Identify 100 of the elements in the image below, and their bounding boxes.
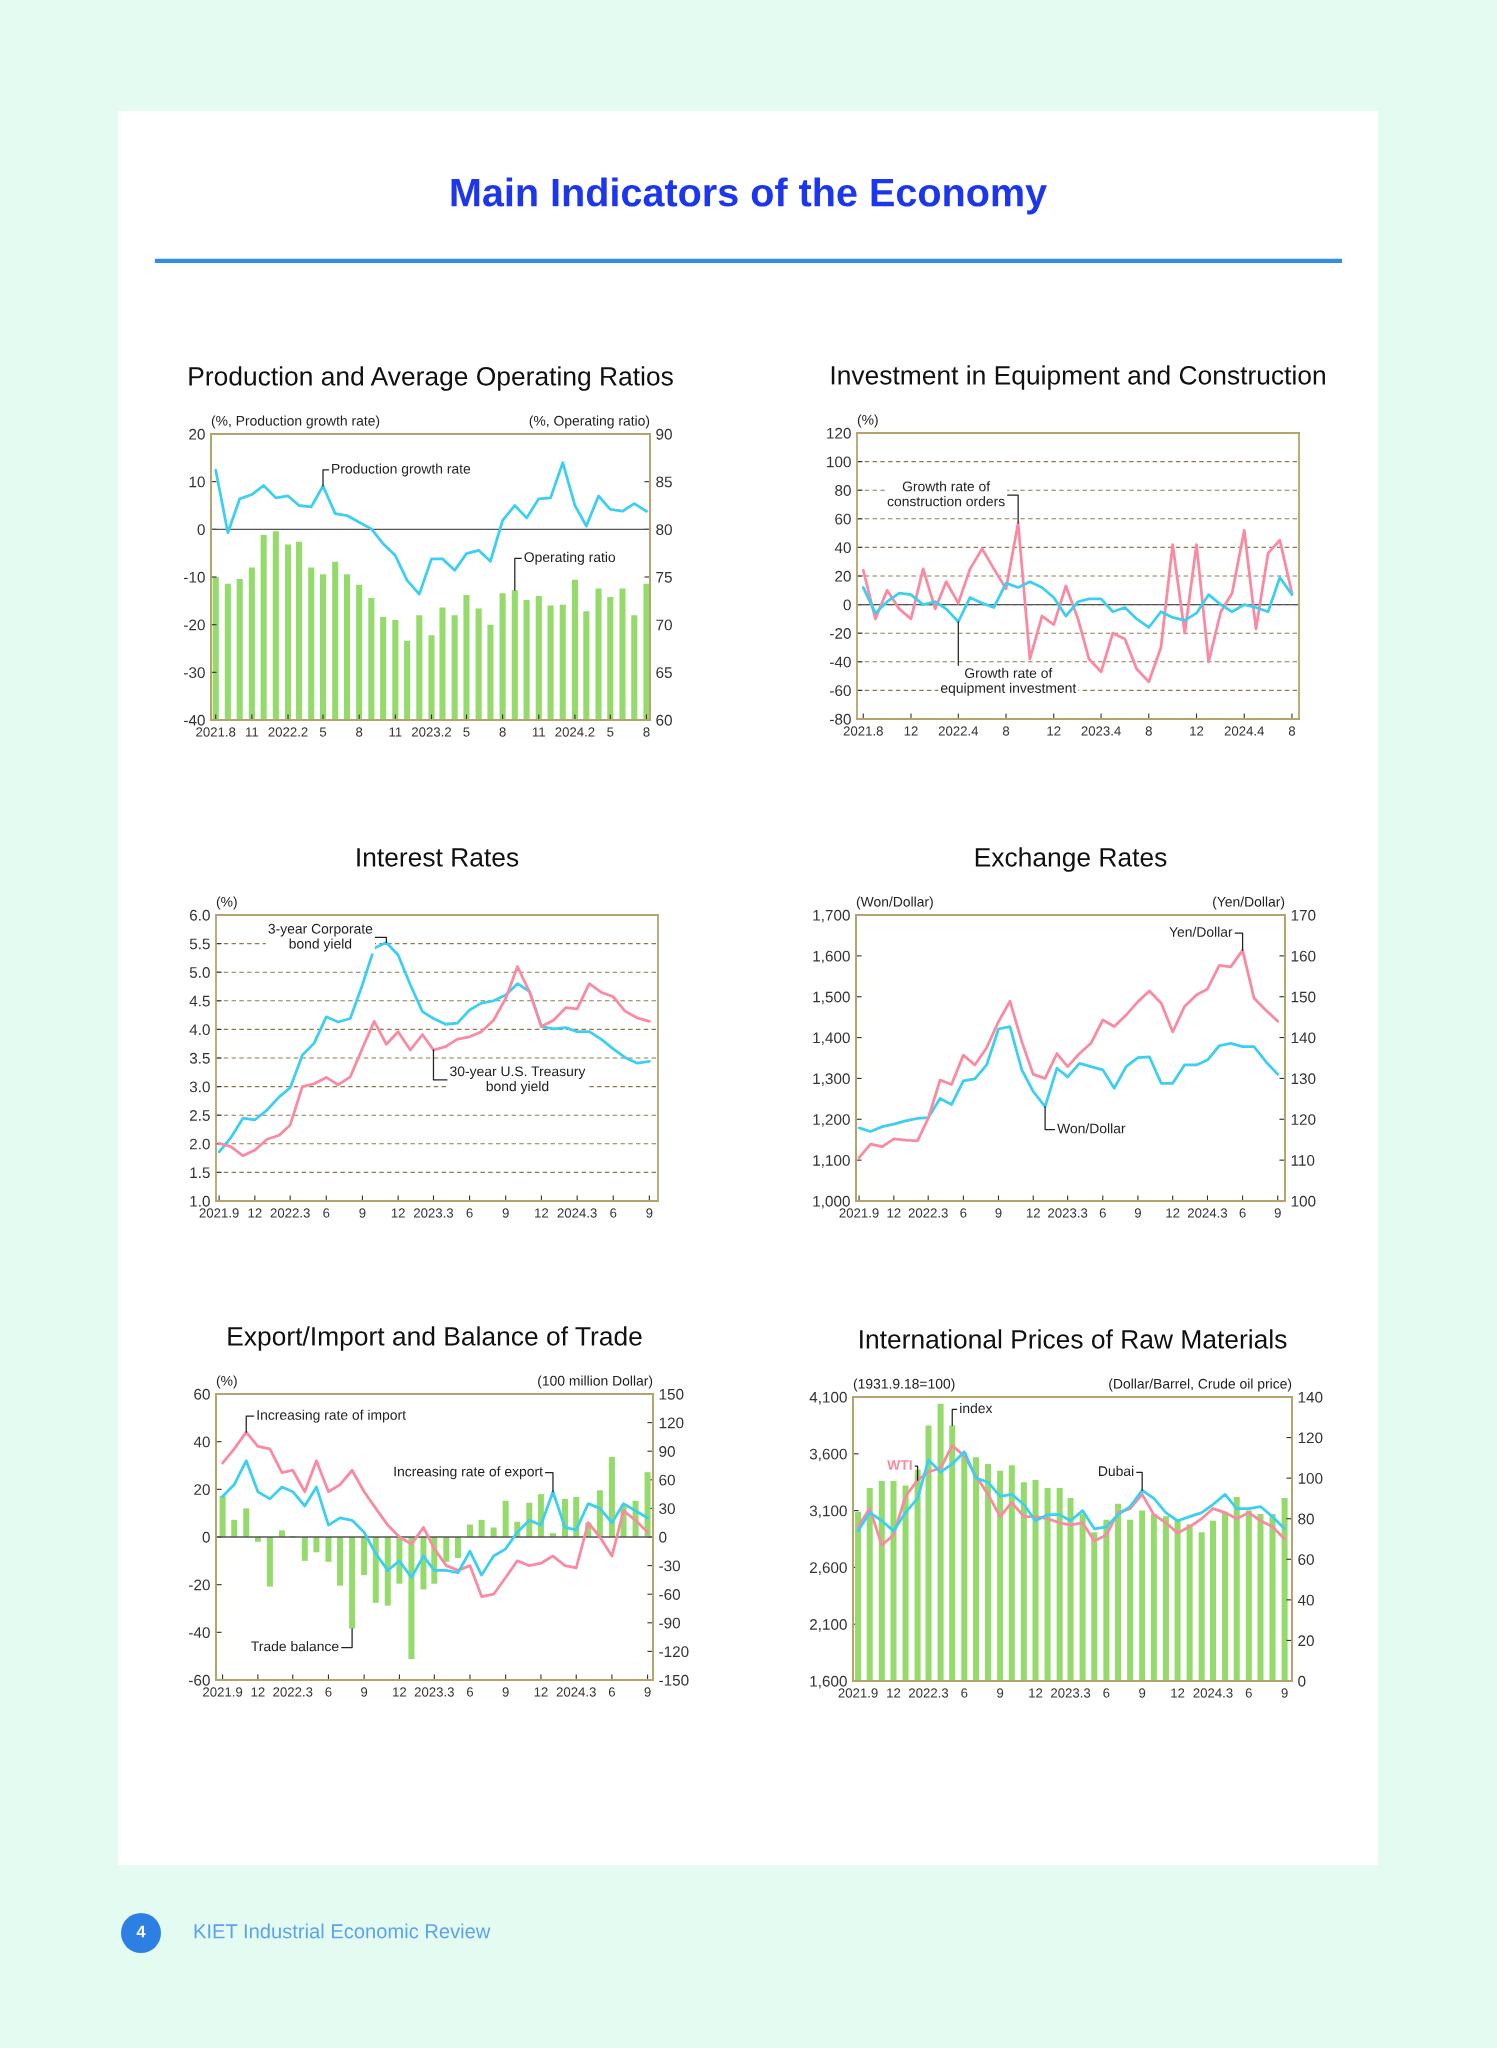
x-tick-label: 6: [608, 1687, 615, 1697]
x-tick-label: 12: [1047, 726, 1061, 736]
y2-axis-title: (Yen/Dollar): [1213, 896, 1285, 910]
y-tick-label: 80: [835, 485, 851, 496]
y-tick-label: -20: [830, 628, 851, 639]
x-tick-label: 9: [1281, 1688, 1288, 1698]
y-tick-label: 5.5: [189, 938, 210, 950]
y-axis-title: (%): [857, 414, 878, 428]
x-tick-label: 2021.8: [843, 726, 883, 736]
chart-title: Export/Import and Balance of Trade: [228, 1326, 642, 1351]
x-tick-label: 9: [995, 1208, 1002, 1218]
y-tick-label: -40: [184, 714, 205, 726]
x-tick-label: 6: [466, 1687, 474, 1697]
y-tick-label: 1,100: [813, 1155, 850, 1168]
text: Growth rate of equipment investment: [940, 667, 1077, 696]
y-tick-label: 1,500: [813, 991, 850, 1005]
x-tick-label: 9: [644, 1687, 651, 1697]
y2-axis-title: (%, Operating ratio): [529, 415, 650, 429]
y-tick-label: 3.0: [189, 1081, 210, 1093]
x-tick-label: 11: [532, 727, 545, 737]
chart-title: Exchange Rates: [975, 847, 1167, 872]
y-tick-label: 3.5: [189, 1052, 210, 1064]
y2-tick-label: 150: [659, 1388, 684, 1400]
series-label: Increasing rate of export: [394, 1466, 543, 1480]
x-tick-label: 6: [323, 1208, 330, 1218]
y2-tick-label: 120: [659, 1417, 684, 1429]
y-tick-label: 1,600: [813, 950, 850, 964]
y-tick-label: 2,600: [809, 1562, 847, 1575]
x-tick-label: 6: [1245, 1688, 1252, 1698]
y-axis-title: (%): [216, 896, 237, 910]
y2-tick-label: 85: [656, 476, 672, 488]
x-tick-label: 6: [1239, 1208, 1246, 1218]
series-label: Increasing rate of import: [257, 1409, 406, 1423]
y-axis-title: (%): [216, 1375, 237, 1389]
series-label: Won/Dollar: [1057, 1123, 1126, 1134]
x-tick-label: 8: [1002, 726, 1010, 736]
x-tick-label: 12: [534, 1687, 548, 1697]
y2-tick-label: 120: [1291, 1114, 1316, 1125]
series-label: Dubai: [1099, 1465, 1134, 1477]
x-tick-label: 2023.2: [411, 727, 451, 737]
x-tick-label: 8: [499, 727, 506, 737]
y-tick-label: 1,700: [813, 909, 850, 923]
x-tick-label: 2023.4: [1081, 726, 1121, 736]
y-tick-label: -30: [184, 667, 205, 679]
x-tick-label: 12: [251, 1687, 265, 1697]
y2-tick-label: 170: [1291, 909, 1316, 921]
x-tick-label: 12: [248, 1208, 262, 1218]
y-axis-title: (1931.9.18=100): [853, 1378, 955, 1392]
x-tick-label: 8: [1288, 726, 1296, 736]
chart-title: Investment in Equipment and Construction: [831, 365, 1325, 390]
x-tick-label: 2024.3: [556, 1687, 596, 1697]
x-tick-label: 2022.3: [273, 1687, 313, 1697]
y-tick-label: -20: [184, 619, 205, 631]
x-tick-label: 6: [960, 1208, 967, 1218]
y-tick-label: -80: [830, 713, 851, 725]
x-tick-label: 2023.3: [1051, 1688, 1091, 1698]
y-axis-title: (%, Production growth rate): [211, 415, 380, 429]
y2-tick-label: 75: [656, 572, 672, 583]
y2-tick-label: 100: [1298, 1473, 1323, 1484]
x-tick-label: 2021.9: [839, 1208, 879, 1218]
x-tick-label: 12: [1190, 726, 1204, 736]
y-tick-label: 120: [827, 427, 851, 439]
y-tick-label: 0: [843, 599, 851, 611]
x-tick-label: 6: [466, 1208, 473, 1218]
x-tick-label: 2022.3: [908, 1208, 948, 1218]
y2-tick-label: 30: [659, 1503, 675, 1515]
y-tick-label: 4,100: [809, 1391, 847, 1405]
y-tick-label: 60: [835, 513, 851, 525]
y-tick-label: 1.5: [190, 1167, 210, 1179]
chart-title: International Prices of Raw Materials: [860, 1329, 1287, 1349]
x-tick-label: 6: [1099, 1208, 1106, 1218]
y-tick-label: 3,100: [809, 1505, 847, 1519]
y2-tick-label: 100: [1291, 1195, 1316, 1207]
y-tick-label: 60: [194, 1388, 210, 1400]
y-tick-label: 1,300: [813, 1073, 850, 1086]
y2-tick-label: 60: [656, 714, 672, 726]
y2-tick-label: -60: [659, 1589, 681, 1600]
series-label: 30-year U.S. Treasury bond yield: [450, 1066, 586, 1094]
y2-tick-label: 20: [1298, 1635, 1314, 1647]
series-label: 3-year Corporate bond yield: [268, 923, 373, 952]
text: Main Indicators of the Economy: [451, 177, 1047, 215]
y-tick-label: -20: [189, 1579, 210, 1591]
chart-title: Interest Rates: [357, 848, 519, 867]
y-tick-label: -60: [830, 685, 851, 697]
series-label: index: [960, 1402, 993, 1414]
x-tick-label: 12: [393, 1687, 407, 1697]
x-tick-label: 12: [391, 1208, 405, 1218]
x-tick-label: 9: [1139, 1688, 1146, 1698]
series-label: Yen/Dollar: [1169, 926, 1233, 937]
y-axis-title: (Won/Dollar): [856, 896, 933, 910]
x-tick-label: 2024.3: [1193, 1688, 1233, 1698]
x-tick-label: 9: [1274, 1208, 1281, 1218]
x-tick-label: 5: [463, 727, 470, 737]
x-tick-label: 2024.3: [1187, 1208, 1228, 1218]
y-tick-label: 20: [194, 1484, 210, 1496]
series-label: Growth rate of construction orders: [887, 481, 1005, 507]
y2-tick-label: 90: [659, 1446, 675, 1457]
y2-tick-label: 65: [656, 667, 672, 679]
x-tick-label: 2021.9: [199, 1208, 239, 1218]
x-tick-label: 2022.3: [908, 1688, 949, 1698]
